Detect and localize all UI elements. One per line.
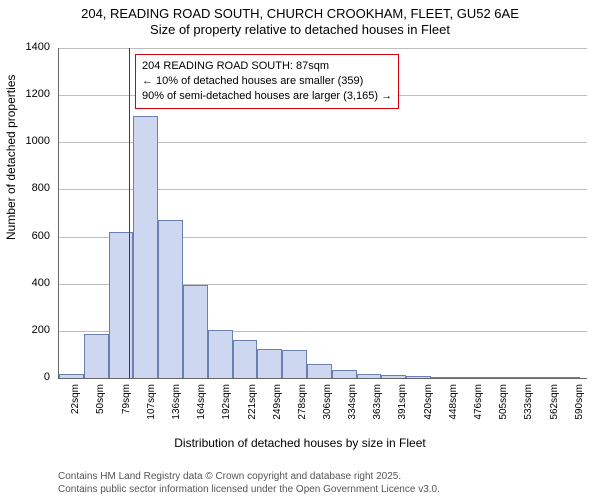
histogram-bar xyxy=(555,377,580,378)
y-tick-label: 1200 xyxy=(0,88,50,100)
property-marker-line xyxy=(129,48,130,378)
histogram-bar xyxy=(208,330,233,378)
x-tick-label: 420sqm xyxy=(423,384,434,428)
x-tick-label: 562sqm xyxy=(549,384,560,428)
x-tick-label: 363sqm xyxy=(372,384,383,428)
y-tick-label: 200 xyxy=(0,324,50,336)
histogram-bar xyxy=(282,350,307,378)
x-tick-label: 505sqm xyxy=(498,384,509,428)
chart-title: 204, READING ROAD SOUTH, CHURCH CROOKHAM… xyxy=(0,0,600,39)
histogram-bar xyxy=(332,370,357,378)
x-tick-label: 590sqm xyxy=(574,384,585,428)
y-tick-label: 1000 xyxy=(0,135,50,147)
histogram-bar xyxy=(59,374,84,378)
y-tick-label: 0 xyxy=(0,371,50,383)
y-tick-label: 1400 xyxy=(0,41,50,53)
x-tick-label: 79sqm xyxy=(121,384,132,428)
x-tick-label: 22sqm xyxy=(70,384,81,428)
histogram-bar xyxy=(431,377,456,378)
footer-line1: Contains HM Land Registry data © Crown c… xyxy=(58,471,440,484)
x-tick-label: 50sqm xyxy=(95,384,106,428)
x-tick-label: 164sqm xyxy=(196,384,207,428)
annotation-line1: 204 READING ROAD SOUTH: 87sqm xyxy=(142,59,392,74)
histogram-bar xyxy=(183,285,208,378)
footer-line2: Contains public sector information licen… xyxy=(58,484,440,497)
annotation-box: 204 READING ROAD SOUTH: 87sqm ← 10% of d… xyxy=(135,54,399,109)
histogram-bar xyxy=(307,364,332,378)
x-tick-label: 278sqm xyxy=(297,384,308,428)
y-tick-label: 800 xyxy=(0,182,50,194)
histogram-bar xyxy=(456,377,481,378)
x-tick-label: 533sqm xyxy=(523,384,534,428)
histogram-bar xyxy=(381,375,406,378)
histogram-bar xyxy=(357,374,382,378)
chart-area: Number of detached properties 204 READIN… xyxy=(0,40,600,460)
x-tick-label: 107sqm xyxy=(146,384,157,428)
histogram-bar xyxy=(530,377,555,378)
x-tick-label: 391sqm xyxy=(397,384,408,428)
x-tick-label: 476sqm xyxy=(473,384,484,428)
title-line1: 204, READING ROAD SOUTH, CHURCH CROOKHAM… xyxy=(0,6,600,22)
annotation-line3: 90% of semi-detached houses are larger (… xyxy=(142,89,392,104)
histogram-bar xyxy=(158,220,183,378)
histogram-bar xyxy=(406,376,431,378)
histogram-bar xyxy=(481,377,506,378)
x-tick-label: 306sqm xyxy=(322,384,333,428)
histogram-bar xyxy=(233,340,258,378)
histogram-bar xyxy=(257,349,282,378)
y-tick-label: 600 xyxy=(0,230,50,242)
x-tick-label: 192sqm xyxy=(221,384,232,428)
plot-region: 204 READING ROAD SOUTH: 87sqm ← 10% of d… xyxy=(58,48,587,379)
histogram-bar xyxy=(133,116,158,378)
x-tick-label: 221sqm xyxy=(247,384,258,428)
y-tick-label: 400 xyxy=(0,277,50,289)
x-axis-label: Distribution of detached houses by size … xyxy=(0,436,600,450)
x-tick-label: 334sqm xyxy=(347,384,358,428)
annotation-line2: ← 10% of detached houses are smaller (35… xyxy=(142,74,392,89)
footer-attribution: Contains HM Land Registry data © Crown c… xyxy=(58,471,440,496)
x-tick-label: 249sqm xyxy=(272,384,283,428)
title-line2: Size of property relative to detached ho… xyxy=(0,22,600,38)
histogram-bar xyxy=(505,377,530,378)
gridline xyxy=(59,48,587,49)
histogram-bar xyxy=(84,334,109,378)
x-tick-label: 448sqm xyxy=(448,384,459,428)
x-tick-label: 136sqm xyxy=(171,384,182,428)
